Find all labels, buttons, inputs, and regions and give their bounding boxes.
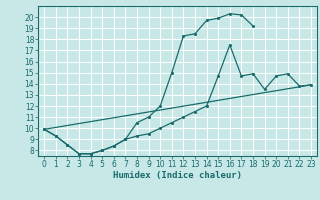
X-axis label: Humidex (Indice chaleur): Humidex (Indice chaleur)	[113, 171, 242, 180]
